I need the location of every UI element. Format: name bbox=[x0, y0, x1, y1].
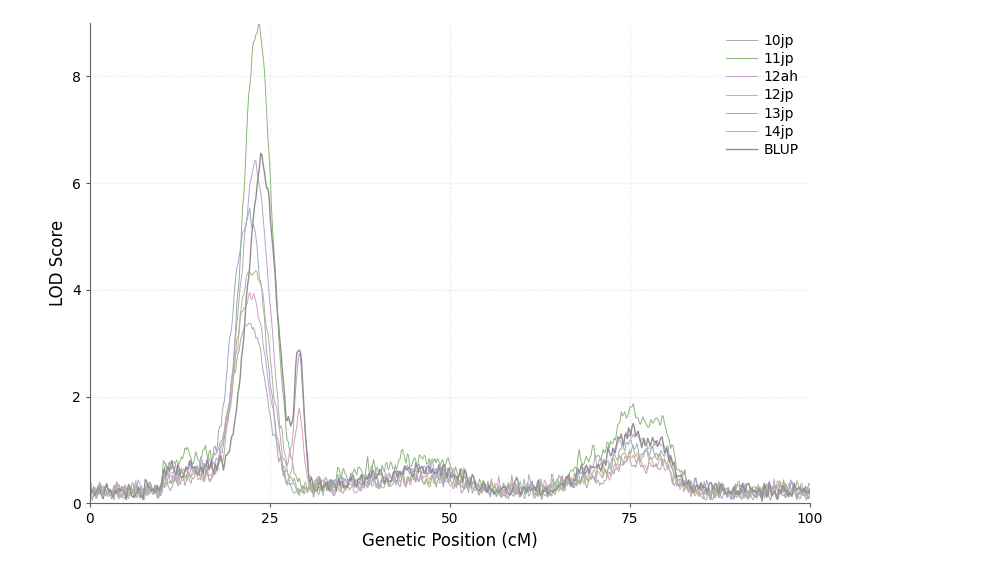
10jp bbox=[804, 482, 816, 488]
13jp bbox=[764, 497, 776, 504]
BLUP bbox=[270, 294, 282, 301]
Line: 11jp: 11jp bbox=[90, 24, 810, 500]
13jp bbox=[804, 484, 816, 491]
11jp bbox=[510, 480, 522, 487]
BLUP bbox=[411, 463, 423, 470]
11jp bbox=[804, 490, 816, 496]
11jp bbox=[270, 283, 282, 289]
12ah bbox=[86, 497, 98, 504]
Line: 14jp: 14jp bbox=[90, 271, 810, 501]
12jp bbox=[211, 460, 223, 467]
10jp bbox=[84, 490, 96, 496]
Y-axis label: LOD Score: LOD Score bbox=[49, 220, 67, 306]
10jp bbox=[138, 496, 150, 503]
11jp bbox=[627, 400, 639, 407]
13jp bbox=[566, 479, 578, 486]
13jp bbox=[627, 445, 639, 452]
13jp bbox=[211, 442, 223, 449]
12jp bbox=[566, 478, 578, 485]
14jp bbox=[270, 403, 282, 410]
12jp bbox=[510, 491, 522, 498]
12ah bbox=[629, 434, 641, 440]
12ah bbox=[412, 462, 424, 468]
14jp bbox=[510, 489, 522, 496]
12ah bbox=[567, 483, 579, 490]
10jp bbox=[244, 320, 256, 327]
11jp bbox=[211, 447, 223, 454]
12jp bbox=[244, 289, 256, 296]
11jp bbox=[411, 464, 423, 471]
BLUP bbox=[211, 467, 223, 474]
10jp bbox=[213, 455, 225, 462]
12jp bbox=[804, 490, 816, 497]
12ah bbox=[84, 491, 96, 498]
13jp bbox=[84, 485, 96, 492]
13jp bbox=[510, 486, 522, 492]
BLUP bbox=[84, 495, 96, 502]
12ah bbox=[250, 157, 262, 164]
12jp bbox=[627, 452, 639, 459]
10jp bbox=[412, 478, 424, 485]
13jp bbox=[270, 431, 282, 438]
BLUP bbox=[510, 477, 522, 484]
10jp bbox=[629, 462, 641, 468]
14jp bbox=[84, 498, 96, 505]
X-axis label: Genetic Position (cM): Genetic Position (cM) bbox=[362, 532, 538, 550]
BLUP bbox=[627, 420, 639, 427]
Line: 10jp: 10jp bbox=[90, 323, 810, 500]
11jp bbox=[253, 21, 265, 27]
14jp bbox=[566, 475, 578, 482]
BLUP bbox=[566, 480, 578, 487]
BLUP bbox=[756, 498, 768, 505]
13jp bbox=[411, 474, 423, 480]
12jp bbox=[411, 471, 423, 478]
12ah bbox=[804, 490, 816, 497]
BLUP bbox=[255, 150, 267, 157]
Line: BLUP: BLUP bbox=[90, 153, 810, 501]
10jp bbox=[567, 482, 579, 489]
12jp bbox=[270, 438, 282, 445]
BLUP bbox=[804, 486, 816, 493]
12jp bbox=[84, 493, 96, 500]
12jp bbox=[800, 496, 812, 503]
13jp bbox=[244, 205, 256, 212]
11jp bbox=[84, 497, 96, 504]
14jp bbox=[627, 442, 639, 448]
Line: 13jp: 13jp bbox=[90, 208, 810, 500]
12ah bbox=[272, 391, 284, 398]
14jp bbox=[211, 462, 223, 468]
14jp bbox=[250, 267, 262, 274]
14jp bbox=[804, 490, 816, 496]
12ah bbox=[511, 491, 523, 498]
10jp bbox=[511, 489, 523, 496]
10jp bbox=[272, 449, 284, 456]
11jp bbox=[566, 467, 578, 474]
14jp bbox=[411, 469, 423, 476]
Line: 12jp: 12jp bbox=[90, 292, 810, 500]
12ah bbox=[213, 455, 225, 462]
Legend: 10jp, 11jp, 12ah, 12jp, 13jp, 14jp, BLUP: 10jp, 11jp, 12ah, 12jp, 13jp, 14jp, BLUP bbox=[722, 30, 803, 161]
Line: 12ah: 12ah bbox=[90, 160, 810, 500]
